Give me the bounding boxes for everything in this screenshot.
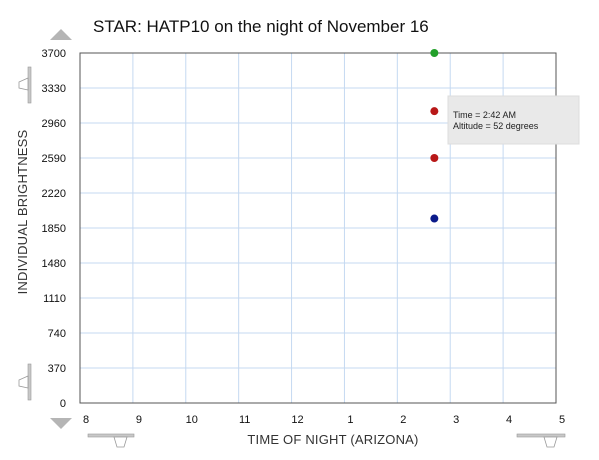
triangle-down-icon[interactable] (50, 418, 72, 429)
tooltip-box (447, 95, 580, 145)
y-tick-label: 1480 (42, 258, 66, 270)
data-point (430, 154, 439, 162)
point-tooltip: Time = 2:42 AM Altitude = 52 degrees (447, 95, 580, 145)
x-tick-label: 2 (400, 414, 406, 426)
x-tick-label: 10 (186, 414, 198, 426)
tooltip-altitude: Altitude = 52 degrees (453, 121, 539, 131)
y-tick-labels: 0 370 740 1110 1480 1850 2220 2590 2960 3330 3700 (42, 48, 66, 410)
x-tick-label: 1 (347, 414, 353, 426)
y-tick-label: 2960 (42, 118, 66, 130)
triangle-up-icon[interactable] (50, 29, 72, 40)
chart-title: STAR: HATP10 on the night of November 16 (93, 17, 429, 36)
slider-grip-icon[interactable] (18, 77, 29, 91)
x-tick-label: 8 (83, 414, 89, 426)
data-point (430, 214, 439, 223)
x-range-slider-right[interactable] (516, 433, 566, 448)
y-tick-label: 740 (48, 328, 66, 340)
slider-handle-icon[interactable] (516, 433, 566, 438)
data-point (430, 107, 439, 116)
y-tick-label: 3700 (42, 48, 66, 60)
data-point (430, 49, 439, 57)
y-range-slider-bottom[interactable] (18, 363, 32, 401)
x-tick-label: 4 (506, 414, 512, 426)
slider-grip-icon[interactable] (543, 436, 558, 448)
y-tick-label: 0 (60, 398, 66, 410)
data-points (430, 49, 439, 223)
y-range-slider-top[interactable] (18, 66, 32, 104)
slider-grip-icon[interactable] (113, 436, 128, 448)
tooltip-time: Time = 2:42 AM (453, 110, 516, 120)
y-axis-label: INDIVIDUAL BRIGHTNESS (15, 129, 30, 294)
y-tick-label: 1110 (43, 293, 66, 305)
slider-handle-icon[interactable] (27, 363, 32, 401)
slider-handle-icon[interactable] (27, 66, 32, 104)
y-tick-label: 2220 (42, 188, 66, 200)
plot-frame (79, 52, 557, 404)
x-axis-label: TIME OF NIGHT (ARIZONA) (247, 432, 418, 447)
x-tick-label: 3 (453, 414, 459, 426)
y-tick-label: 3330 (42, 83, 66, 95)
x-tick-label: 5 (559, 414, 565, 426)
slider-grip-icon[interactable] (18, 375, 29, 389)
x-range-slider-left[interactable] (87, 433, 135, 448)
y-tick-label: 370 (48, 363, 66, 375)
x-tick-label: 9 (136, 414, 142, 426)
slider-handle-icon[interactable] (87, 433, 135, 438)
y-tick-label: 2590 (42, 153, 66, 165)
x-tick-label: 12 (291, 414, 303, 426)
x-tick-labels: 8 9 10 11 12 1 2 3 4 5 (83, 414, 565, 426)
y-tick-label: 1850 (42, 223, 66, 235)
x-tick-label: 11 (239, 414, 250, 426)
